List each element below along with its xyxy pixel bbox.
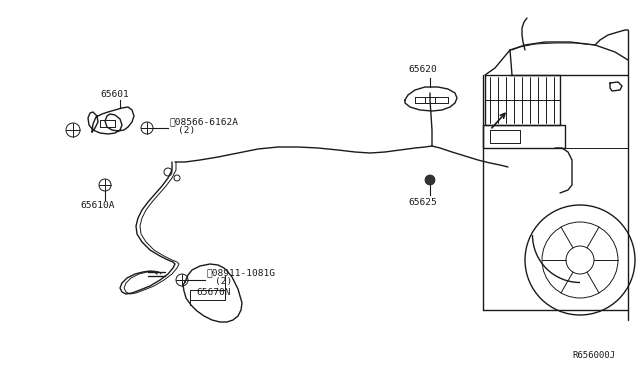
Text: Ⓝ08566-6162A: Ⓝ08566-6162A [170, 117, 239, 126]
Text: (2): (2) [215, 277, 232, 286]
Text: 65620: 65620 [408, 65, 436, 74]
Text: 65625: 65625 [408, 198, 436, 207]
Text: 65610A: 65610A [80, 201, 115, 210]
Text: (2): (2) [178, 126, 195, 135]
Text: 65670N: 65670N [196, 288, 230, 297]
Text: R656000J: R656000J [572, 351, 615, 360]
Text: 65601: 65601 [100, 90, 129, 99]
Text: Ⓞ08911-1081G: Ⓞ08911-1081G [207, 268, 276, 277]
Circle shape [425, 175, 435, 185]
